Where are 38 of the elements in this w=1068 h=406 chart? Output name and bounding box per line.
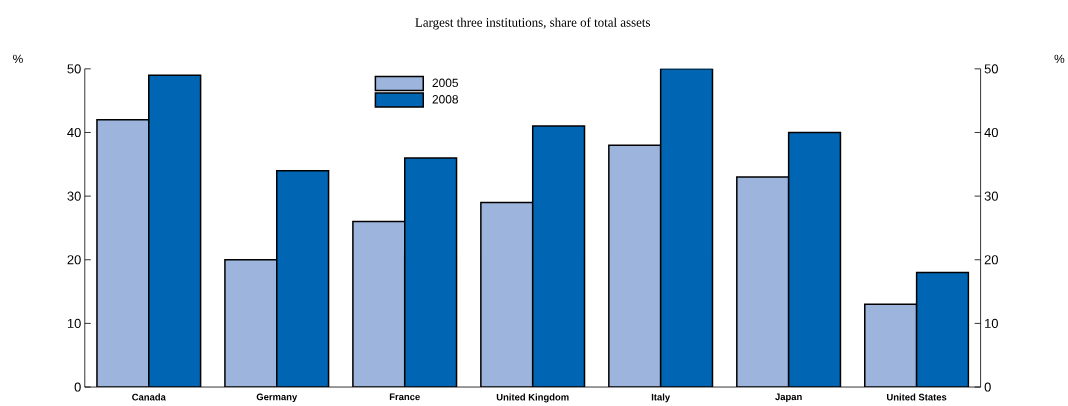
bar: [352, 220, 406, 388]
y-tick-label: 30: [67, 191, 81, 201]
legend-label: 2008: [432, 95, 458, 104]
bar: [787, 131, 842, 388]
bar: [864, 303, 918, 388]
bar: [148, 74, 202, 388]
chart-subtitle: Largest three institutions, share of total assets: [415, 17, 650, 30]
bar: [608, 144, 662, 388]
y-tick-label: 0: [74, 382, 81, 392]
bar: [480, 201, 534, 388]
y-tick-label: 20: [67, 255, 81, 265]
y2-tick-label: 0: [984, 382, 991, 392]
bar: [915, 271, 970, 388]
bar: [403, 157, 458, 388]
bar: [736, 176, 790, 388]
y2-tick-label: 40: [984, 127, 998, 138]
legend-label: 2005: [432, 78, 458, 88]
y2-tick-label: 50: [984, 64, 998, 74]
y-axis-title: %: [13, 54, 23, 64]
x-tick-label: United States: [887, 393, 947, 401]
bar: [224, 259, 278, 388]
y2-tick-label: 20: [984, 255, 998, 265]
x-tick-label: Canada: [132, 393, 166, 401]
x-tick-label: Italy: [651, 393, 671, 403]
x-tick-label: Japan: [775, 393, 802, 403]
y-tick-label: 40: [67, 127, 81, 138]
y2-tick-label: 10: [985, 318, 998, 328]
bar: [659, 68, 714, 388]
y2-axis-title: %: [1054, 54, 1065, 64]
y2-tick-label: 30: [984, 191, 998, 201]
x-tick-label: United Kingdom: [496, 393, 569, 403]
bar: [276, 169, 330, 388]
bar: [531, 125, 586, 388]
x-tick-label: France: [389, 393, 420, 401]
bar: [96, 119, 150, 388]
y-tick-label: 10: [67, 318, 81, 328]
x-tick-label: Germany: [256, 393, 298, 403]
y-tick-label: 50: [67, 64, 81, 74]
